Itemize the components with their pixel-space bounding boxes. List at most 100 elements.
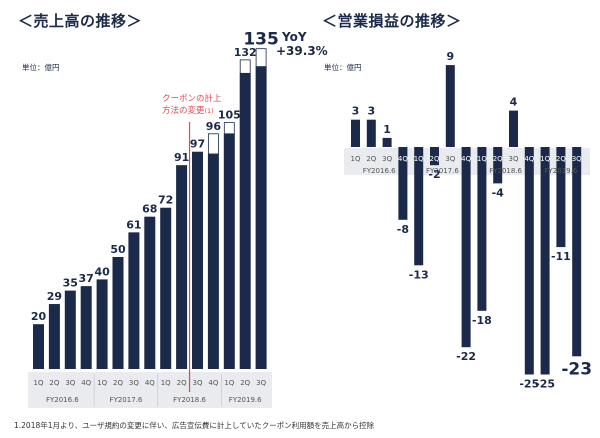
revenue-bar (176, 165, 188, 369)
yoy-value: +39.3% (276, 44, 328, 58)
operating-profit-fiscal-year-label: FY2017.6 (426, 167, 459, 175)
operating-profit-bar (398, 147, 408, 220)
revenue-quarter-tick: 3Q (129, 379, 139, 387)
revenue-quarter-tick: 1Q (161, 379, 171, 387)
revenue-bar (239, 73, 251, 369)
operating-profit-quarter-tick: 3Q (445, 155, 455, 163)
operating-profit-quarter-tick: 3Q (509, 155, 519, 163)
operating-profit-value-label: -8 (397, 223, 409, 236)
operating-profit-fiscal-year-label: FY2018.6 (489, 167, 522, 175)
revenue-quarter-tick: 2Q (177, 379, 187, 387)
operating-profit-value-label: 4 (510, 96, 518, 109)
operating-profit-bar (382, 137, 392, 147)
revenue-value-label: 68 (142, 203, 157, 216)
operating-profit-value-label: -13 (409, 268, 429, 281)
operating-profit-quarter-tick: 1Q (477, 155, 487, 163)
operating-profit-quarter-tick: 2Q (366, 155, 376, 163)
revenue-value-label: 135 (243, 30, 279, 50)
revenue-value-label: 20 (31, 310, 47, 323)
coupon-change-note-marker: (1) (204, 107, 214, 115)
operating-profit-quarter-tick: 4Q (524, 155, 534, 163)
revenue-bar (80, 286, 92, 369)
operating-profit-fiscal-year-label: FY2019.6 (545, 167, 578, 175)
revenue-quarter-tick: 1Q (34, 379, 44, 387)
revenue-bar (207, 153, 219, 369)
revenue-bar (160, 207, 172, 369)
operating-profit-value-label: -22 (456, 350, 476, 363)
coupon-change-note-line2: 方法の変更 (162, 106, 205, 116)
revenue-bar (48, 304, 60, 369)
operating-profit-value-label: -11 (551, 250, 571, 263)
revenue-x-axis-band (28, 372, 272, 408)
operating-profit-quarter-tick: 1Q (414, 155, 424, 163)
operating-profit-bar (461, 147, 471, 348)
revenue-value-label: 50 (110, 243, 126, 256)
operating-profit-value-label: -2 (428, 168, 440, 181)
operating-profit-unit: 単位：億円 (324, 63, 362, 72)
revenue-value-label: 132 (234, 46, 257, 59)
revenue-quarter-tick: 3Q (193, 379, 203, 387)
revenue-value-label: 91 (174, 151, 189, 164)
revenue-bar (96, 279, 108, 369)
revenue-pre-change-outline (207, 133, 219, 155)
operating-profit-fiscal-year-label: FY2016.6 (363, 167, 396, 175)
revenue-value-label: 72 (158, 194, 173, 207)
revenue-value-label: 35 (63, 277, 78, 290)
revenue-bar (192, 151, 203, 369)
revenue-unit: 単位：億円 (22, 63, 60, 72)
revenue-fiscal-year-label: FY2018.6 (173, 396, 206, 404)
revenue-bar (255, 66, 267, 369)
revenue-bar (128, 232, 140, 369)
revenue-quarter-tick: 3Q (256, 379, 266, 387)
revenue-bar (223, 133, 235, 369)
operating-profit-value-label: -23 (561, 359, 592, 379)
operating-profit-quarter-tick: 3Q (382, 155, 392, 163)
revenue-value-label: 105 (218, 109, 241, 122)
operating-profit-chart-title: ＜営業損益の推移＞ (322, 12, 462, 30)
revenue-quarter-tick: 4Q (208, 379, 218, 387)
operating-profit-value-label: -4 (492, 186, 505, 199)
revenue-value-label: 40 (94, 265, 110, 278)
operating-profit-quarter-tick: 1Q (351, 155, 361, 163)
revenue-quarter-tick: 2Q (240, 379, 250, 387)
revenue-quarter-tick: 1Q (224, 379, 234, 387)
operating-profit-value-label: 3 (352, 105, 360, 118)
operating-profit-bar (477, 147, 487, 311)
operating-profit-bar (351, 119, 360, 147)
operating-profit-value-label: -18 (472, 314, 492, 327)
revenue-value-label: 61 (126, 218, 141, 231)
revenue-bar (112, 257, 124, 369)
operating-profit-bar (430, 147, 439, 166)
revenue-value-label: 37 (79, 272, 94, 285)
coupon-change-note: クーポンの計上 方法の変更(1) (162, 93, 222, 117)
revenue-quarter-tick: 2Q (113, 379, 123, 387)
operating-profit-value-label: 9 (446, 50, 454, 63)
revenue-fiscal-year-label: FY2019.6 (229, 396, 262, 404)
revenue-value-label: 97 (190, 138, 205, 151)
operating-profit-bar (524, 147, 534, 375)
operating-profit-value-label: -25 (535, 378, 555, 391)
revenue-bar (144, 216, 156, 369)
operating-profit-bar (540, 147, 550, 375)
operating-profit-quarter-tick: 4Q (398, 155, 408, 163)
operating-profit-value-label: 3 (367, 105, 375, 118)
coupon-change-note-line1: クーポンの計上 (162, 94, 222, 104)
operating-profit-bar (493, 147, 503, 184)
operating-profit-value-label: -25 (519, 378, 539, 391)
operating-profit-quarter-tick: 2Q (493, 155, 503, 163)
revenue-pre-change-outline (223, 122, 235, 135)
revenue-quarter-tick: 4Q (145, 379, 155, 387)
revenue-quarter-tick: 3Q (65, 379, 75, 387)
revenue-fiscal-year-label: FY2016.6 (46, 396, 79, 404)
revenue-chart-title: ＜売上高の推移＞ (18, 12, 143, 30)
footnote: 1.2018年1月より、ユーザ規約の変更に伴い、広告宣伝費に計上していたクーポン… (14, 421, 375, 430)
operating-profit-quarter-tick: 2Q (430, 155, 440, 163)
operating-profit-bar (509, 110, 518, 147)
yoy-label: YoY (282, 30, 307, 44)
operating-profit-bar (366, 119, 376, 147)
operating-profit-bar (445, 65, 455, 147)
operating-profit-quarter-tick: 2Q (556, 155, 566, 163)
revenue-quarter-tick: 1Q (97, 379, 107, 387)
revenue-pre-change-outline (239, 59, 251, 74)
